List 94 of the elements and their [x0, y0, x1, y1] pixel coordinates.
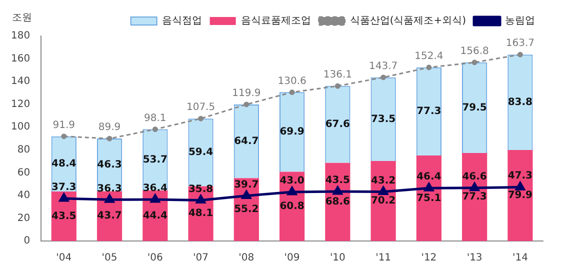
x-tick-label: '14 — [512, 252, 528, 264]
bar — [462, 152, 488, 241]
data-label: 44.4 — [142, 210, 168, 222]
legend-label: 농림업 — [505, 16, 535, 27]
point — [334, 83, 340, 89]
data-label: 37.3 — [52, 182, 76, 194]
data-label: 83.8 — [508, 96, 533, 108]
point — [104, 194, 114, 203]
y-tick-label: 20 — [17, 212, 30, 224]
point — [152, 126, 158, 132]
legend-label: 음식료품제조업 — [240, 16, 311, 27]
data-label: 143.7 — [368, 60, 398, 72]
y-tick-label: 80 — [17, 144, 30, 156]
data-label: 107.5 — [186, 102, 216, 114]
x-tick-label: '06 — [147, 252, 163, 264]
point — [106, 136, 112, 142]
legend-label: 음식점업 — [162, 16, 202, 27]
data-label: 79.5 — [462, 102, 487, 114]
x-tick-label: '13 — [466, 252, 482, 264]
point — [242, 190, 252, 200]
y-tick-label: 180 — [10, 30, 30, 42]
y-axis-title: 조원 — [12, 12, 32, 24]
data-label: 35.8 — [188, 184, 214, 195]
x-tick-label: '11 — [376, 252, 392, 264]
point — [470, 182, 480, 192]
x-tick-label: '12 — [421, 252, 437, 264]
data-label: 136.1 — [323, 70, 352, 81]
point — [150, 194, 160, 203]
data-label: 64.7 — [234, 136, 259, 147]
point — [426, 64, 432, 70]
data-label: 55.2 — [234, 204, 259, 216]
data-label: 75.1 — [416, 192, 442, 204]
data-label: 39.7 — [234, 179, 259, 190]
point — [424, 182, 434, 192]
data-label: 36.3 — [97, 183, 122, 194]
data-label: 70.2 — [370, 196, 396, 207]
data-label: 43.0 — [280, 176, 304, 187]
data-label: 67.6 — [325, 118, 350, 130]
point — [289, 90, 295, 96]
data-label: 98.1 — [144, 112, 166, 124]
x-tick-label: '05 — [102, 252, 118, 264]
data-label: 60.8 — [280, 200, 304, 212]
bar — [416, 155, 442, 241]
y-tick-label: 60 — [17, 167, 30, 178]
data-label: 43.5 — [52, 210, 76, 222]
point — [196, 194, 206, 204]
data-label: 43.2 — [370, 175, 396, 186]
point — [515, 182, 525, 190]
point — [472, 60, 478, 66]
point — [378, 186, 388, 196]
y-tick-label: 160 — [10, 53, 30, 64]
point — [61, 134, 67, 140]
x-tick-label: '07 — [193, 252, 209, 264]
data-label: 53.7 — [142, 154, 168, 166]
data-label: 152.4 — [414, 51, 444, 62]
data-label: 79.9 — [508, 190, 533, 202]
data-label: 77.3 — [416, 106, 442, 118]
point — [332, 186, 342, 195]
point — [244, 102, 250, 108]
data-label: 46.6 — [462, 172, 487, 183]
point — [198, 116, 204, 122]
data-label: 48.1 — [188, 208, 214, 220]
bar — [508, 150, 533, 241]
data-label: 46.3 — [97, 159, 122, 170]
y-tick-label: 100 — [10, 122, 30, 133]
data-label: 69.9 — [280, 126, 304, 138]
point — [287, 186, 297, 196]
data-label: 46.4 — [416, 172, 442, 183]
data-label: 77.3 — [462, 192, 487, 203]
y-tick-label: 40 — [17, 190, 30, 202]
data-label: 68.6 — [325, 196, 350, 208]
data-label: 73.5 — [370, 114, 396, 125]
data-label: 43.7 — [97, 210, 122, 222]
x-tick-label: '09 — [284, 252, 300, 264]
x-tick-label: '04 — [56, 252, 72, 264]
data-label: 130.6 — [278, 76, 306, 87]
point — [380, 74, 386, 80]
data-label: 163.7 — [506, 38, 535, 50]
data-label: 47.3 — [508, 170, 533, 182]
x-tick-label: '08 — [238, 252, 254, 264]
data-label: 119.9 — [232, 88, 261, 100]
point — [517, 52, 523, 58]
y-tick-label: 120 — [10, 98, 30, 110]
data-label: 59.4 — [188, 146, 214, 158]
data-label: 156.8 — [460, 46, 489, 58]
y-tick-label: 140 — [10, 76, 30, 88]
data-label: 89.9 — [98, 122, 121, 134]
data-label: 43.5 — [325, 175, 350, 186]
x-tick-label: '10 — [330, 252, 346, 264]
y-tick-label: 0 — [24, 236, 30, 247]
data-label: 48.4 — [52, 158, 76, 170]
data-label: 91.9 — [52, 120, 76, 131]
point — [59, 193, 69, 202]
legend-label: 식품산업(식품제조+외식) — [350, 16, 466, 27]
